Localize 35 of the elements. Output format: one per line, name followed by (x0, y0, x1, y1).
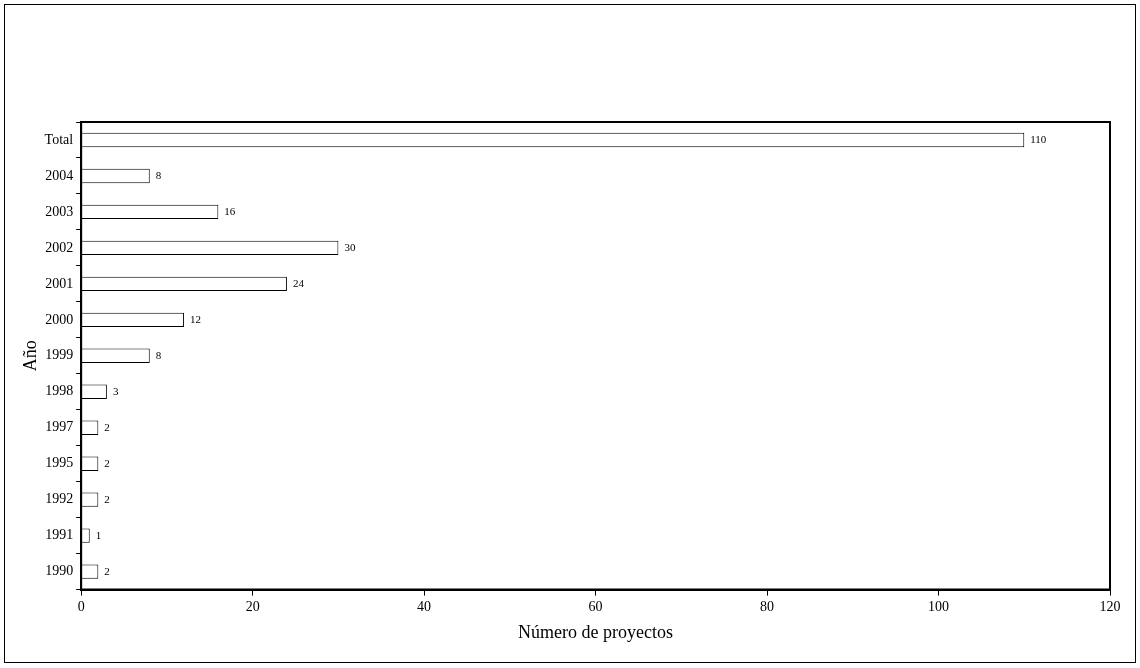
data-label: 2 (104, 492, 110, 505)
y-tick-label: 1991 (45, 527, 74, 543)
data-label: 8 (155, 348, 162, 361)
y-tick-label: 2002 (45, 239, 74, 255)
y-tick-label: 1990 (45, 563, 74, 579)
data-label: 3 (112, 384, 119, 397)
y-tick-label: 1997 (45, 419, 74, 435)
y-tick-label: 1999 (45, 347, 74, 363)
x-tick-label: 0 (77, 598, 85, 614)
y-tick-label: 2000 (45, 311, 74, 327)
x-axis-title: Número de proyectos (518, 621, 674, 642)
x-tick-label: 60 (588, 598, 603, 614)
y-axis-title: Año (19, 340, 40, 372)
y-tick-label: 2003 (45, 203, 74, 219)
y-tick-label: 1992 (45, 491, 74, 507)
data-label: 8 (155, 168, 162, 181)
data-label: 2 (104, 564, 110, 577)
y-tick-label: 2004 (45, 167, 74, 183)
data-label: 2 (104, 456, 110, 469)
y-tick-label: 1998 (45, 383, 74, 399)
x-tick-label: 40 (417, 598, 432, 614)
x-tick-label: 120 (1099, 598, 1121, 614)
y-tick-label: 1995 (45, 455, 74, 471)
y-tick-label: Total (44, 131, 74, 147)
data-label: 1 (95, 528, 102, 541)
y-tick-label: 2001 (45, 275, 74, 291)
data-label: 110 (1030, 132, 1047, 145)
data-label: 12 (190, 312, 202, 325)
data-label: 16 (224, 204, 236, 217)
x-tick-label: 100 (928, 598, 950, 614)
data-label: 2 (104, 420, 110, 433)
x-tick-label: 20 (245, 598, 260, 614)
data-label: 30 (344, 240, 356, 253)
x-tick-label: 80 (760, 598, 775, 614)
data-label: 24 (292, 276, 305, 289)
